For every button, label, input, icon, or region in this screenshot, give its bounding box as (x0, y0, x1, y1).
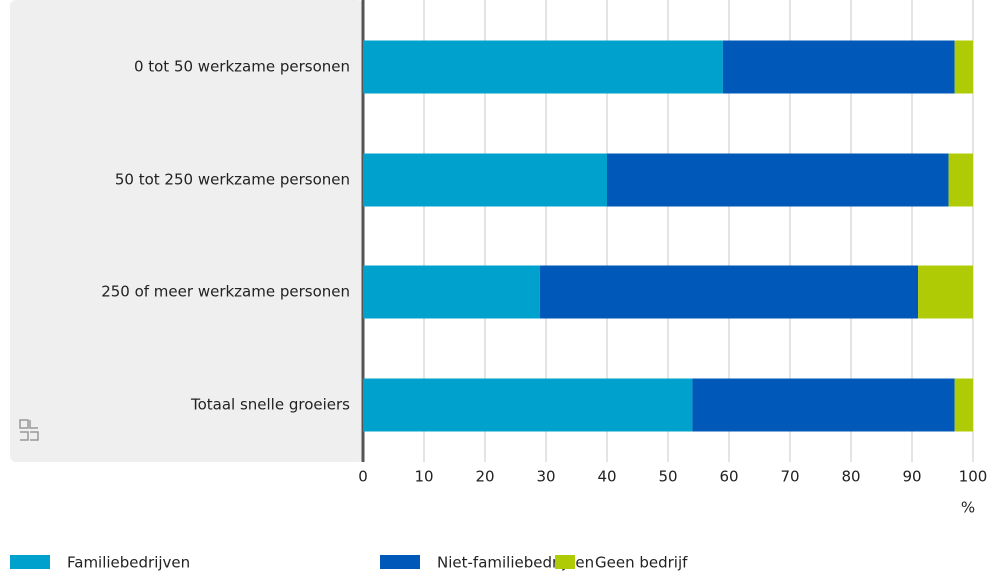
legend-swatch (380, 555, 420, 569)
legend-label: Familiebedrijven (67, 554, 190, 572)
bar-segment (607, 153, 949, 207)
bar-segment (918, 265, 973, 319)
x-tick-label: 90 (902, 468, 921, 486)
logo (19, 419, 39, 441)
category-label: 250 of meer werkzame personen (101, 283, 350, 301)
legend-label: Geen bedrijf (595, 554, 688, 572)
category-label: 50 tot 250 werkzame personen (115, 171, 350, 189)
bar-segment (948, 153, 973, 207)
bar-segment (363, 378, 693, 432)
bar-segment (363, 40, 723, 94)
bar-segment (954, 378, 973, 432)
bar-segment (722, 40, 955, 94)
x-axis-unit: % (961, 499, 975, 517)
category-label: 0 tot 50 werkzame personen (134, 58, 350, 76)
legend-swatch (10, 555, 50, 569)
bar-segment (363, 265, 540, 319)
x-tick-label: 60 (719, 468, 738, 486)
x-tick-label: 20 (475, 468, 494, 486)
legend-label: Niet-familiebedrijven (437, 554, 594, 572)
x-tick-label: 10 (414, 468, 433, 486)
legend-swatch (555, 555, 575, 569)
bar-segment (692, 378, 955, 432)
x-tick-label: 80 (841, 468, 860, 486)
bar-segment (539, 265, 919, 319)
x-tick-label: 0 (358, 468, 368, 486)
bar-segment (954, 40, 973, 94)
x-tick-label: 100 (959, 468, 988, 486)
label-panel (10, 0, 363, 462)
x-tick-label: 70 (780, 468, 799, 486)
x-tick-label: 30 (536, 468, 555, 486)
x-tick-label: 40 (597, 468, 616, 486)
category-label: Totaal snelle groeiers (190, 396, 350, 414)
x-tick-label: 50 (658, 468, 677, 486)
bar-segment (363, 153, 607, 207)
